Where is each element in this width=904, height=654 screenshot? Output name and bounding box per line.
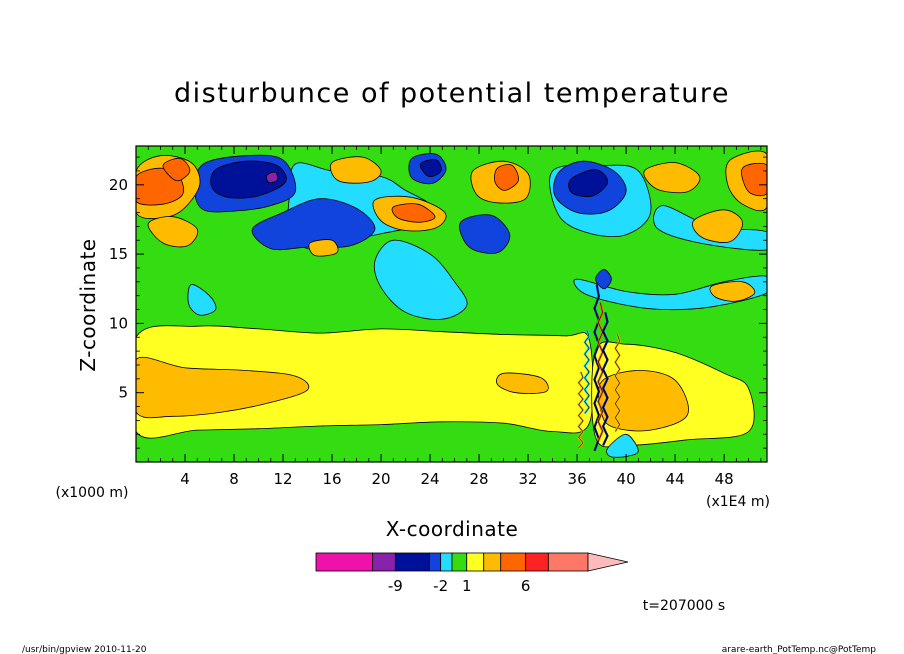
x-tick-label: 36 bbox=[568, 470, 587, 488]
streak-outline-2 bbox=[602, 312, 608, 446]
x-tick-label: 12 bbox=[273, 470, 292, 488]
streak-outline-5 bbox=[578, 371, 584, 449]
footer-right: arare-earth_PotTemp.nc@PotTemp bbox=[722, 645, 877, 654]
x-tick-label: 4 bbox=[180, 470, 190, 488]
x-axis-label: X-coordinate bbox=[386, 517, 519, 541]
colorbar-tick-label: -2 bbox=[433, 577, 448, 595]
x-tick-label: 40 bbox=[617, 470, 636, 488]
x-tick-label: 8 bbox=[229, 470, 239, 488]
colorbar-segment-0 bbox=[315, 552, 374, 572]
contour-region-32 bbox=[692, 209, 743, 243]
y-tick-label: 15 bbox=[109, 245, 128, 263]
colorbar-extension bbox=[587, 552, 629, 572]
contour-region-30 bbox=[308, 239, 339, 257]
contour-region-35 bbox=[606, 433, 639, 458]
contour-region-36 bbox=[709, 281, 756, 302]
contour-region-2 bbox=[496, 372, 549, 394]
colorbar-segment-7 bbox=[483, 552, 502, 572]
contour-region-18 bbox=[419, 159, 442, 178]
colorbar-segment-2 bbox=[394, 552, 430, 572]
streak-outline-0 bbox=[594, 284, 600, 452]
time-label: t=207000 s bbox=[643, 598, 725, 614]
colorbar-tick-label: 6 bbox=[521, 577, 531, 595]
x-unit-label: (x1E4 m) bbox=[706, 494, 770, 510]
x-tick-label: 20 bbox=[372, 470, 391, 488]
colorbar-segment-3 bbox=[428, 552, 442, 572]
footer-left: /usr/bin/gpview 2010-11-20 bbox=[22, 645, 147, 654]
colorbar-segment-9 bbox=[525, 552, 549, 572]
contour-region-31 bbox=[643, 162, 701, 194]
contour-region-20 bbox=[266, 171, 278, 183]
contour-region-6 bbox=[373, 239, 468, 320]
contour-region-34 bbox=[741, 162, 767, 197]
streak-outline-1 bbox=[597, 302, 603, 442]
y-tick-label: 20 bbox=[109, 176, 128, 194]
contour-region-27 bbox=[330, 156, 382, 184]
colorbar-segment-5 bbox=[451, 552, 468, 572]
chart-title: disturbunce of potential temperature bbox=[174, 78, 730, 109]
x-tick-label: 44 bbox=[666, 470, 685, 488]
contour-region-26 bbox=[391, 203, 436, 223]
colorbar: -9 -2 1 6 bbox=[315, 552, 629, 595]
y-tick-label: 10 bbox=[109, 314, 128, 332]
x-tick-label: 48 bbox=[715, 470, 734, 488]
contour-region-24 bbox=[147, 216, 199, 248]
colorbar-segment-10 bbox=[547, 552, 589, 572]
contour-region-0 bbox=[136, 325, 594, 439]
field-layer bbox=[136, 146, 767, 462]
x-tick-label: 16 bbox=[322, 470, 341, 488]
colorbar-segment-1 bbox=[372, 552, 396, 572]
contour-region-16 bbox=[595, 268, 612, 290]
colorbar-segment-4 bbox=[440, 552, 453, 572]
contour-region-4 bbox=[597, 370, 689, 432]
y-axis-label: Z-coordinate bbox=[76, 238, 100, 371]
contour-region-17 bbox=[210, 160, 287, 199]
x-tick-label: 32 bbox=[519, 470, 538, 488]
x-tick-label: 28 bbox=[470, 470, 489, 488]
colorbar-segment-8 bbox=[500, 552, 527, 572]
contour-region-29 bbox=[494, 164, 519, 191]
colorbar-segment-6 bbox=[466, 552, 485, 572]
contour-region-7 bbox=[187, 284, 217, 316]
plot-frame bbox=[135, 145, 768, 463]
streak-outline-3 bbox=[614, 334, 621, 432]
streak-outline-4 bbox=[584, 330, 590, 414]
contour-region-19 bbox=[568, 169, 609, 198]
contour-region-1 bbox=[136, 356, 310, 419]
x-tick-label: 24 bbox=[421, 470, 440, 488]
contour-region-12 bbox=[251, 198, 376, 251]
colorbar-tick-label: -9 bbox=[388, 577, 403, 595]
colorbar-tick-label: 1 bbox=[462, 577, 472, 595]
y-tick-label: 5 bbox=[118, 384, 128, 402]
y-unit-label: (x1000 m) bbox=[56, 485, 129, 501]
contour-region-23 bbox=[162, 157, 191, 182]
contour-region-13 bbox=[459, 214, 511, 254]
